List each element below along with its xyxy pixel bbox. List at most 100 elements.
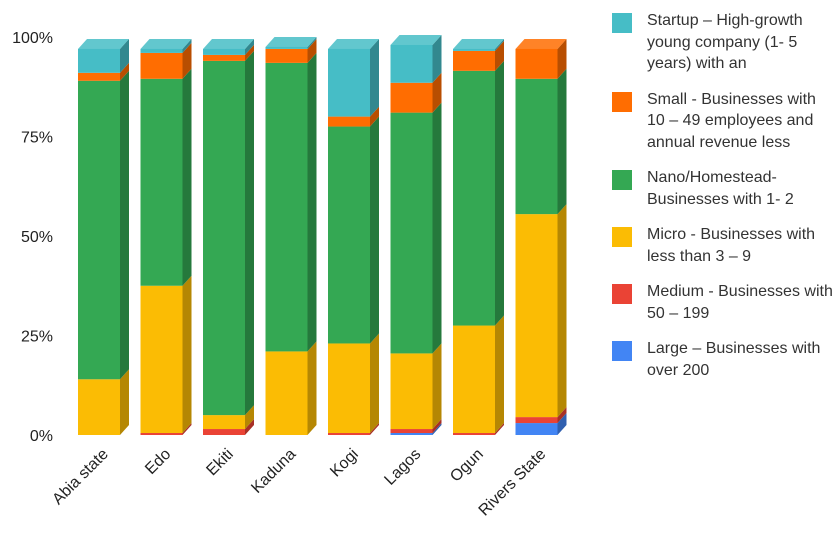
bar-top-face bbox=[453, 38, 504, 49]
bar-segment bbox=[140, 78, 183, 286]
bar-top-face bbox=[140, 38, 192, 49]
bar-segment-side bbox=[182, 275, 192, 434]
bar-segment-side bbox=[120, 62, 129, 81]
legend-label: Large – Businesses with over 200 bbox=[647, 340, 821, 379]
bar-segment-side bbox=[495, 60, 504, 326]
bar-segment bbox=[265, 48, 308, 63]
bar-top-face bbox=[515, 38, 567, 49]
bar-segment bbox=[390, 429, 433, 434]
bar-segment-side bbox=[120, 70, 129, 380]
legend-swatch bbox=[612, 170, 632, 190]
bar-segment bbox=[328, 433, 370, 435]
legend-swatch bbox=[612, 284, 632, 304]
plot-area: 0% 25% 50% 75% 100% Abia state Edo Ekiti Kaduna K… bbox=[12, 30, 567, 520]
bar-segment bbox=[390, 433, 433, 435]
x-tick-label: Ogun bbox=[447, 446, 487, 486]
bar-segment-side bbox=[307, 341, 317, 435]
y-tick-label: 0% bbox=[30, 428, 53, 445]
legend: Startup – High-growth young company (1- … bbox=[612, 10, 834, 395]
legend-item: Small - Businesses with 10 – 49 employee… bbox=[612, 89, 834, 154]
bar-top-face bbox=[328, 38, 379, 49]
bar-segment-side bbox=[495, 315, 504, 434]
bar-segment-side bbox=[245, 50, 254, 416]
bar-segment-side bbox=[432, 102, 442, 354]
x-tick-label: Kogi bbox=[327, 446, 362, 481]
bar-segment-side bbox=[432, 72, 442, 113]
bar-segment-side bbox=[182, 68, 192, 286]
bar-segment bbox=[453, 50, 495, 71]
bar-segment bbox=[453, 70, 495, 326]
bar-segment-side bbox=[245, 44, 254, 61]
bar-segment-side bbox=[307, 38, 317, 63]
bar-segment-side bbox=[495, 40, 504, 71]
x-tick-label: Lagos bbox=[381, 446, 424, 489]
legend-label: Nano/Homestead-Businesses with 1- 2 bbox=[647, 169, 794, 208]
y-tick-label: 75% bbox=[21, 130, 53, 147]
bar-segment-side bbox=[370, 333, 379, 434]
bar-segment bbox=[453, 433, 495, 435]
y-tick-label: 100% bbox=[12, 30, 53, 47]
legend-label: Startup – High-growth young company (1- … bbox=[647, 12, 803, 72]
bar-segment bbox=[140, 285, 183, 434]
bar-segment bbox=[515, 417, 558, 424]
legend-swatch bbox=[612, 227, 632, 247]
bar-segment-side bbox=[557, 413, 567, 435]
bar-segment-side bbox=[245, 38, 254, 55]
bar-segment-side bbox=[370, 116, 379, 344]
x-tick-label: Edo bbox=[142, 446, 174, 478]
legend-item: Medium - Businesses with 50 – 199 bbox=[612, 281, 834, 324]
legend-item: Micro - Businesses with less than 3 – 9 bbox=[612, 224, 834, 267]
bar-segment bbox=[140, 433, 183, 435]
bar-top-face bbox=[203, 38, 254, 49]
bar-segment-side bbox=[557, 68, 567, 215]
bar-segment bbox=[515, 48, 558, 79]
bar-segment bbox=[265, 46, 308, 49]
bar-segment-side bbox=[495, 38, 504, 51]
bar-segment-side bbox=[245, 419, 254, 435]
bar-segment-side bbox=[557, 38, 567, 79]
legend-label: Micro - Businesses with less than 3 – 9 bbox=[647, 226, 816, 265]
bar-segment-side bbox=[370, 106, 379, 127]
y-tick-label: 50% bbox=[21, 229, 53, 246]
bar-segment-side bbox=[120, 38, 129, 73]
bar-segment bbox=[203, 54, 245, 61]
legend-swatch bbox=[612, 91, 632, 112]
bar-segment bbox=[515, 78, 558, 215]
bar-segment bbox=[390, 353, 433, 430]
bar-segment-side bbox=[557, 204, 567, 418]
bar-segment bbox=[203, 415, 245, 430]
x-tick-label: Ekiti bbox=[203, 446, 236, 479]
legend-item: Nano/Homestead-Businesses with 1- 2 bbox=[612, 167, 834, 210]
bar-segment bbox=[328, 126, 370, 344]
bar-segment bbox=[328, 48, 370, 117]
bar-segment-side bbox=[182, 42, 192, 79]
bar-segment bbox=[265, 351, 308, 435]
bar-segment-side bbox=[182, 423, 192, 435]
bar-segment bbox=[78, 80, 120, 380]
bar-segment bbox=[453, 325, 495, 434]
bar-segment-side bbox=[120, 369, 129, 435]
bar-segment bbox=[328, 343, 370, 434]
bar-segment bbox=[265, 62, 308, 352]
bar-segment-side bbox=[245, 405, 254, 430]
bar-segment bbox=[515, 214, 558, 418]
legend-item: Large – Businesses with over 200 bbox=[612, 338, 834, 381]
bar-top-face bbox=[390, 34, 442, 45]
bar-segment bbox=[453, 48, 495, 51]
bar-segment bbox=[78, 379, 120, 435]
bar-segment bbox=[78, 72, 120, 81]
x-tick-label: Kaduna bbox=[248, 446, 299, 497]
bar-segment bbox=[328, 116, 370, 127]
bar-segment bbox=[203, 48, 245, 55]
bar-top-face bbox=[265, 36, 317, 47]
legend-label: Medium - Businesses with 50 – 199 bbox=[647, 283, 833, 322]
bar-segment-side bbox=[495, 423, 504, 435]
bar-segment-side bbox=[370, 38, 379, 117]
x-tick-label: Abia state bbox=[49, 446, 111, 508]
bar-segment-side bbox=[432, 343, 442, 430]
bar-segment-side bbox=[307, 36, 317, 49]
bar-segment-side bbox=[182, 38, 192, 53]
bar-segment bbox=[390, 44, 433, 83]
legend-item: Startup – High-growth young company (1- … bbox=[612, 10, 834, 75]
x-tick-label: Rivers State bbox=[476, 446, 550, 520]
